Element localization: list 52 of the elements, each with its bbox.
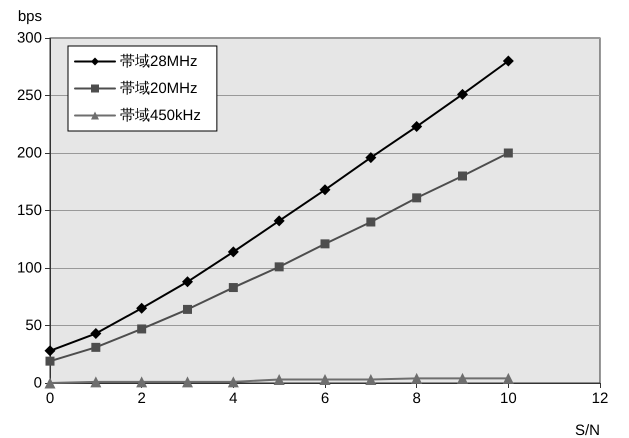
point [228, 246, 239, 258]
point [44, 378, 56, 388]
point [366, 218, 376, 226]
point [502, 372, 514, 384]
x-tick-label: 12 [592, 390, 608, 407]
point [504, 148, 513, 158]
y-tick-label: 100 [16, 260, 42, 276]
y-tick-label: 0 [34, 374, 42, 392]
point [182, 276, 193, 288]
point [274, 374, 285, 386]
y-tick-label: 200 [16, 144, 42, 162]
point [137, 324, 146, 334]
point [136, 302, 148, 314]
x-axis-title: S/N [574, 422, 600, 438]
point [274, 262, 284, 272]
point [458, 172, 467, 180]
y-axis-title: bps [18, 8, 42, 25]
point [457, 88, 468, 100]
x-tick-label: 4 [229, 390, 238, 407]
point [183, 304, 192, 314]
x-tick-label: 10 [500, 390, 517, 407]
legend-label: 帯域20MHz [120, 80, 198, 97]
point [228, 376, 239, 388]
point [457, 372, 468, 384]
point [136, 376, 148, 388]
y-tick-label: 250 [16, 87, 42, 104]
point [46, 356, 54, 366]
point [90, 376, 102, 388]
point [320, 374, 330, 386]
point [228, 283, 238, 292]
x-tick-label: 6 [320, 390, 330, 407]
point [44, 345, 56, 356]
point [412, 193, 422, 202]
point [274, 215, 285, 226]
point [411, 121, 422, 132]
point [182, 376, 193, 388]
point [365, 152, 376, 164]
point [91, 342, 100, 352]
point [90, 328, 102, 340]
legend-label: 帯域28MHz [120, 53, 198, 70]
point [320, 184, 330, 196]
y-tick-label: 150 [16, 202, 42, 219]
point [502, 56, 514, 66]
point [365, 374, 376, 386]
x-tick-label: 2 [137, 390, 146, 407]
x-tick-label: 8 [412, 390, 421, 407]
point [320, 239, 330, 248]
legend-label: 帯域450kHz [120, 107, 201, 124]
x-tick-label: 0 [46, 390, 54, 407]
y-tick-label: 300 [16, 30, 42, 46]
y-tick-label: 50 [25, 317, 42, 334]
point [411, 372, 422, 384]
